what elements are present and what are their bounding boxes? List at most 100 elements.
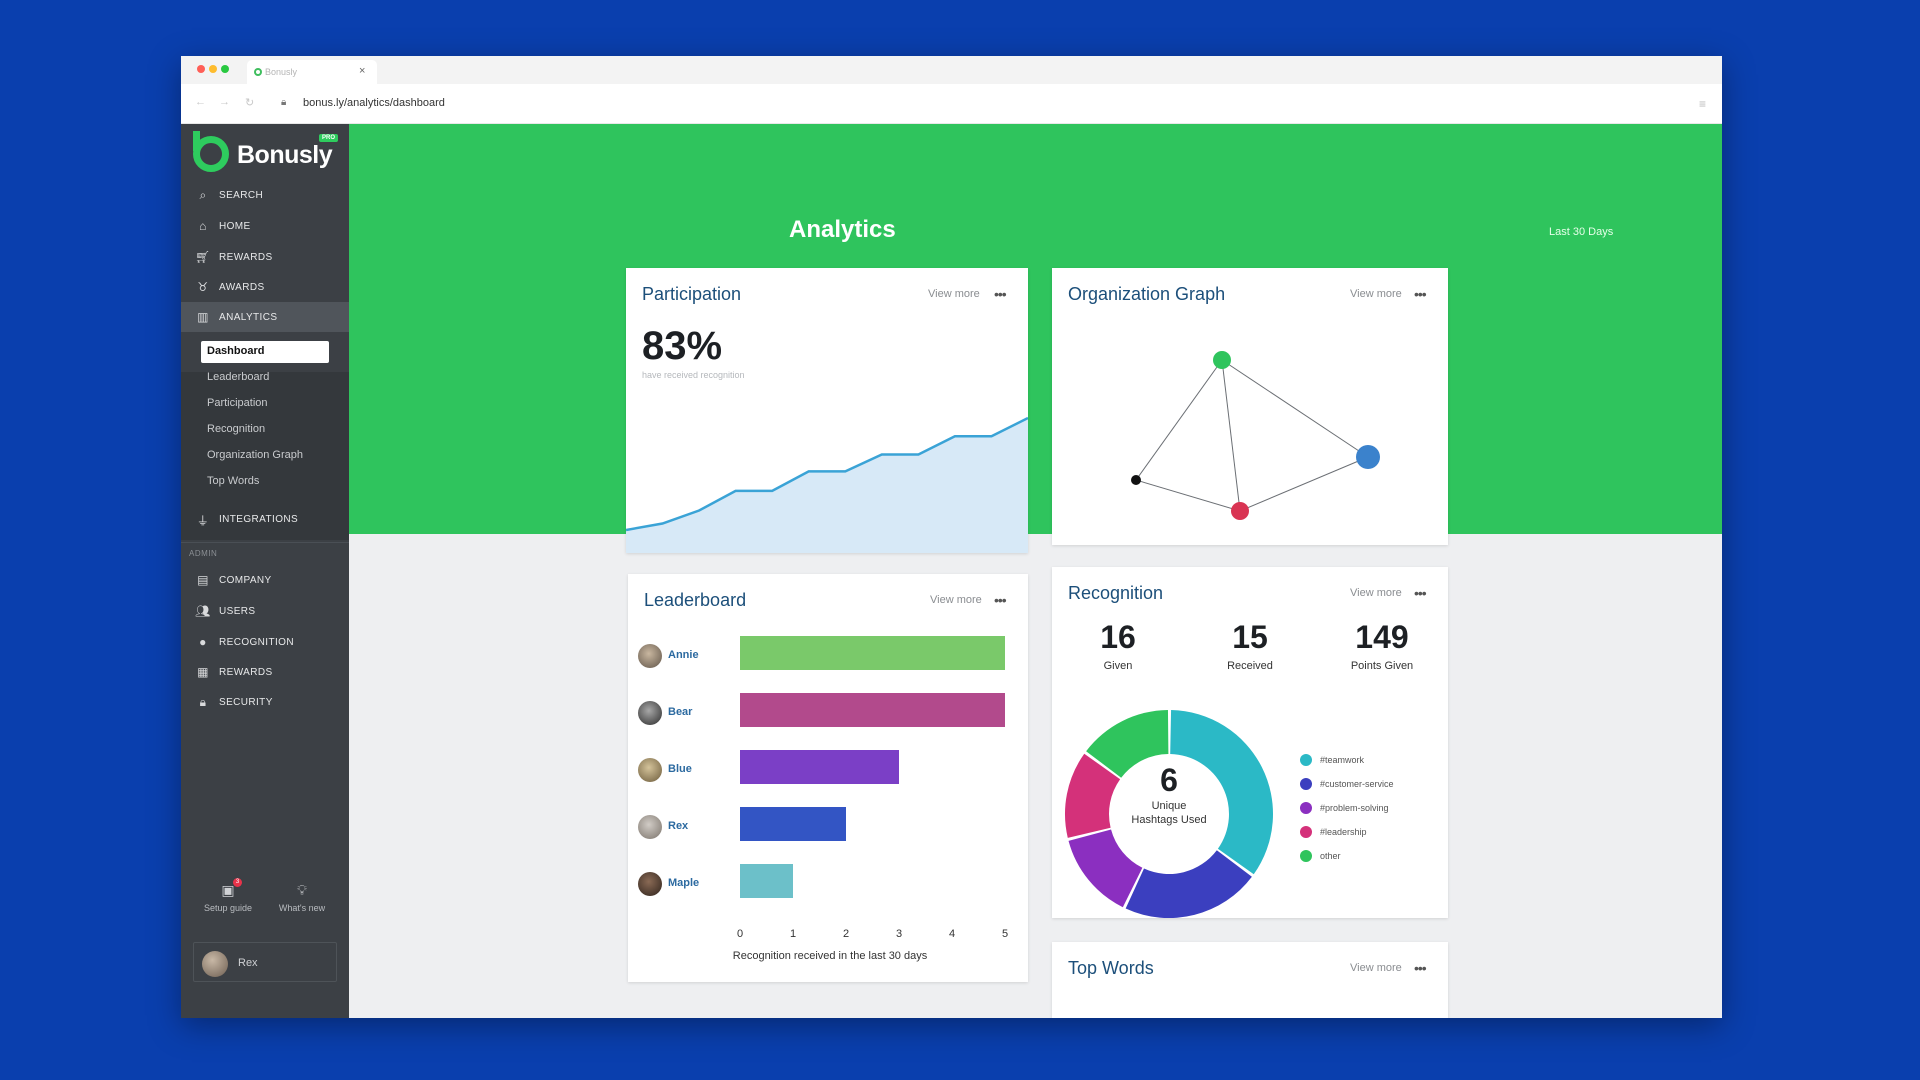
- chart-icon: ▥: [197, 310, 209, 324]
- nav-search-label: SEARCH: [219, 190, 264, 201]
- subnav-leaderboard[interactable]: Leaderboard: [207, 371, 270, 383]
- subnav-participation[interactable]: Participation: [207, 397, 268, 409]
- admin-section-label: ADMIN: [189, 549, 218, 558]
- view-more-link[interactable]: View more: [930, 594, 982, 606]
- back-icon[interactable]: ←: [195, 96, 206, 108]
- more-options-icon[interactable]: •••: [1414, 960, 1427, 976]
- view-more-link[interactable]: View more: [928, 288, 980, 300]
- whats-new-button[interactable]: 💡︎ What's new: [267, 882, 337, 913]
- lock-icon: 🔒︎: [199, 695, 207, 709]
- browser-tab[interactable]: Bonusly ×: [247, 60, 377, 84]
- nav-home[interactable]: ⌂ HOME: [181, 211, 349, 241]
- nav-security[interactable]: 🔒︎ SECURITY: [181, 687, 349, 717]
- view-more-link[interactable]: View more: [1350, 587, 1402, 599]
- more-options-icon[interactable]: •••: [1414, 286, 1427, 302]
- donut-slice[interactable]: [1125, 850, 1252, 918]
- nav-rewards[interactable]: 🛒︎ REWARDS: [181, 242, 349, 272]
- legend-label: #teamwork: [1320, 755, 1365, 765]
- top-words-card: Top Words View more •••: [1052, 942, 1448, 1018]
- browser-menu-icon[interactable]: ≡: [1698, 97, 1706, 111]
- avatar: [638, 701, 662, 725]
- view-more-link[interactable]: View more: [1350, 962, 1402, 974]
- more-options-icon[interactable]: •••: [994, 286, 1007, 302]
- nav-analytics-label: ANALYTICS: [219, 312, 278, 323]
- graph-node[interactable]: [1131, 475, 1141, 485]
- user-menu[interactable]: Rex: [193, 942, 337, 982]
- nav-home-label: HOME: [219, 221, 251, 232]
- more-options-icon[interactable]: •••: [1414, 585, 1427, 601]
- nav-awards-label: AWARDS: [219, 282, 265, 293]
- nav-awards[interactable]: ♉︎ AWARDS: [181, 272, 349, 302]
- view-more-link[interactable]: View more: [1350, 288, 1402, 300]
- setup-guide-button[interactable]: ▣ 3 Setup guide: [193, 878, 263, 913]
- legend-label: other: [1320, 851, 1341, 861]
- graph-node[interactable]: [1213, 351, 1231, 369]
- donut-label-line-1: Unique: [1151, 800, 1187, 812]
- graph-edge: [1221, 359, 1369, 458]
- graph-edge: [1239, 456, 1369, 512]
- nav-security-label: SECURITY: [219, 697, 273, 708]
- graph-edge: [1221, 359, 1241, 512]
- reload-icon[interactable]: ↻: [245, 97, 255, 109]
- subnav-recognition[interactable]: Recognition: [207, 423, 266, 435]
- nav-users[interactable]: 👥︎ USERS: [181, 596, 349, 626]
- leaderboard-row[interactable]: Annie: [638, 636, 1018, 672]
- more-options-icon[interactable]: •••: [994, 592, 1007, 608]
- sidebar: Bonusly PRO ⌕ SEARCH ⌂ HOME 🛒︎ REWARDS ♉…: [181, 124, 349, 1018]
- axis-tick: 2: [842, 928, 850, 940]
- browser-window: Bonusly × ← → ↻ 🔒︎ bonus.ly/analytics/da…: [181, 56, 1722, 1018]
- close-tab-icon[interactable]: ×: [359, 65, 366, 77]
- user-name: Rex: [238, 957, 258, 969]
- nav-company[interactable]: ▤ COMPANY: [181, 565, 349, 595]
- subnav-dashboard[interactable]: Dashboard: [201, 341, 329, 363]
- leaderboard-row[interactable]: Maple: [638, 864, 1018, 900]
- forward-icon[interactable]: →: [219, 96, 230, 108]
- leaderboard-row[interactable]: Rex: [638, 807, 1018, 843]
- hashtag-donut-chart: [1065, 710, 1273, 918]
- graph-edge: [1135, 479, 1241, 512]
- subnav-top-words[interactable]: Top Words: [207, 475, 260, 487]
- avatar: [638, 872, 662, 896]
- leaderboard-bar: [740, 750, 899, 784]
- participation-value: 83%: [642, 324, 723, 368]
- maximize-window-button[interactable]: [221, 65, 229, 73]
- donut-slice[interactable]: [1086, 710, 1169, 778]
- legend-swatch: [1300, 778, 1312, 790]
- donut-slice[interactable]: [1170, 710, 1273, 875]
- stat-label: Points Given: [1350, 660, 1414, 672]
- leaderboard-bar: [740, 864, 793, 898]
- nav-analytics[interactable]: ▥ ANALYTICS: [181, 302, 349, 332]
- stat-label: Given: [1103, 660, 1133, 672]
- subnav-organization-graph[interactable]: Organization Graph: [207, 449, 303, 461]
- graph-node[interactable]: [1356, 445, 1380, 469]
- bonusly-logo[interactable]: Bonusly PRO: [193, 131, 343, 174]
- legend-swatch: [1300, 850, 1312, 862]
- org-graph: [1131, 351, 1380, 520]
- nav-integrations[interactable]: ⏚ INTEGRATIONS: [181, 504, 349, 534]
- leaderboard-name: Rex: [668, 820, 689, 832]
- close-window-button[interactable]: [197, 65, 205, 73]
- search-icon: ⌕: [199, 188, 207, 202]
- minimize-window-button[interactable]: [209, 65, 217, 73]
- participation-subtitle: have received recognition: [642, 370, 745, 380]
- nav-search[interactable]: ⌕ SEARCH: [181, 180, 349, 210]
- date-range[interactable]: Last 30 Days: [1549, 226, 1614, 238]
- leaderboard-row[interactable]: Blue: [638, 750, 1018, 786]
- cart-icon: 🛒︎: [195, 250, 211, 264]
- nav-admin-rewards[interactable]: ▦ REWARDS: [181, 657, 349, 687]
- card-title: Leaderboard: [644, 590, 747, 610]
- leaderboard-name: Blue: [668, 763, 692, 775]
- org-graph-edges: [1135, 359, 1369, 512]
- nav-company-label: COMPANY: [219, 575, 272, 586]
- donut-slice[interactable]: [1068, 829, 1143, 908]
- axis-label: Recognition received in the last 30 days: [732, 950, 928, 962]
- leaderboard-name: Annie: [668, 649, 699, 661]
- divider: [181, 542, 349, 543]
- nav-recognition[interactable]: ● RECOGNITION: [181, 627, 349, 657]
- graph-node[interactable]: [1231, 502, 1249, 520]
- leaderboard-row[interactable]: Bear: [638, 693, 1018, 729]
- axis-tick: 3: [895, 928, 903, 940]
- participation-card: Participation View more ••• 83% have rec…: [626, 268, 1028, 553]
- donut-slice[interactable]: [1065, 753, 1121, 838]
- url-field[interactable]: bonus.ly/analytics/dashboard: [303, 97, 445, 109]
